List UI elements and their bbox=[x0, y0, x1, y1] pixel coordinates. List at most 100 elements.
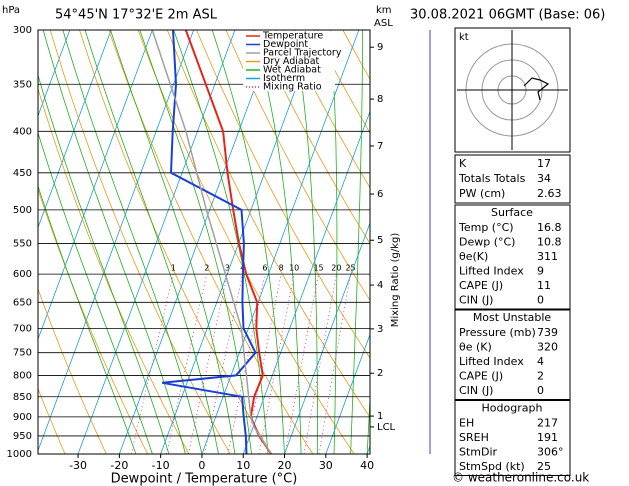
row-label: PW (cm) bbox=[459, 187, 505, 200]
row-label: CIN (J) bbox=[459, 384, 493, 397]
height-tick-label: 7 bbox=[377, 141, 383, 152]
height-tick-label: 3 bbox=[377, 324, 383, 335]
footer: © weatheronline.co.uk bbox=[452, 471, 589, 485]
row-label: θe (K) bbox=[459, 341, 492, 354]
height-tick-label: LCL bbox=[377, 422, 396, 433]
mixing-ratio-line bbox=[284, 274, 319, 454]
mixing-ratio-label: 1 bbox=[171, 264, 176, 273]
y-tick-label: 800 bbox=[13, 370, 32, 381]
y-tick-label: 350 bbox=[13, 79, 32, 90]
height-tick-label: 8 bbox=[377, 94, 383, 105]
row-label: StmDir bbox=[459, 446, 498, 459]
isotherm bbox=[325, 333, 370, 454]
row-label: SREH bbox=[459, 431, 489, 444]
hodograph-rings bbox=[457, 30, 568, 150]
dry-adiabat bbox=[606, 30, 629, 454]
y-tick-label: 500 bbox=[13, 205, 32, 216]
wet-adiabat bbox=[42, 30, 186, 454]
row-label: Totals Totals bbox=[458, 172, 526, 185]
x-tick-label: -10 bbox=[152, 459, 170, 472]
row-label: Pressure (mb) bbox=[459, 326, 536, 339]
x-tick-label: 20 bbox=[278, 459, 292, 472]
plot: 1 2 3 4 6 8 10 15 20 25 bbox=[38, 30, 629, 454]
legend-label: Dewpoint bbox=[263, 39, 308, 50]
wet-adiabat bbox=[366, 392, 370, 454]
x-tick-label: -20 bbox=[110, 459, 128, 472]
mixing-ratio-label: 10 bbox=[289, 264, 299, 273]
x-tick-label: 0 bbox=[198, 459, 205, 472]
x-tick-label: -30 bbox=[69, 459, 87, 472]
section-title: Hodograph bbox=[482, 402, 543, 415]
isotherm bbox=[38, 30, 195, 452]
y-tick-label: 550 bbox=[13, 238, 32, 249]
mixing-ratio-label: 2 bbox=[204, 264, 209, 273]
table-box bbox=[454, 154, 571, 204]
row-label: Dewp (°C) bbox=[459, 236, 515, 249]
dry-adiabat bbox=[254, 30, 370, 245]
hodograph-trace bbox=[523, 77, 550, 101]
row-value: 25 bbox=[537, 460, 551, 473]
dry-adiabat bbox=[38, 387, 66, 454]
y-tick-label: 950 bbox=[13, 431, 32, 442]
row-label: CIN (J) bbox=[459, 294, 493, 307]
row-label: Lifted Index bbox=[459, 355, 524, 368]
mixing-ratio-label: 6 bbox=[262, 264, 267, 273]
row-value: 2.63 bbox=[537, 187, 562, 200]
wet-adiabat bbox=[38, 73, 170, 454]
row-label: StmSpd (kt) bbox=[459, 460, 525, 473]
profile-line bbox=[162, 30, 257, 454]
height-tick-label: 5 bbox=[377, 235, 383, 246]
row-value: 10.8 bbox=[537, 236, 562, 249]
height-tick-label: 1 bbox=[377, 411, 383, 422]
mixing-ratio-label: 25 bbox=[345, 264, 355, 273]
row-value: 0 bbox=[537, 294, 544, 307]
row-label: Lifted Index bbox=[459, 265, 524, 278]
row-label: CAPE (J) bbox=[459, 370, 503, 383]
wet-adiabat bbox=[293, 30, 319, 454]
legend-label: Parcel Trajectory bbox=[263, 48, 342, 59]
isotherm bbox=[38, 30, 71, 117]
isotherm bbox=[118, 30, 277, 454]
mixing-ratio-label: 15 bbox=[313, 264, 323, 273]
height-tick-label: 6 bbox=[377, 189, 383, 200]
wet-adiabat bbox=[173, 30, 269, 454]
section-title: Surface bbox=[491, 206, 533, 219]
row-value: 4 bbox=[537, 355, 544, 368]
mixing-ratio-line bbox=[166, 274, 208, 454]
wet-adiabat bbox=[330, 30, 338, 454]
legend-label: Mixing Ratio bbox=[263, 82, 322, 93]
isotherm bbox=[284, 221, 370, 454]
row-value: 34 bbox=[537, 172, 551, 185]
km-label: km bbox=[376, 5, 392, 16]
row-label: CAPE (J) bbox=[459, 279, 503, 292]
y-tick-label: 450 bbox=[13, 168, 32, 179]
table-box bbox=[454, 309, 571, 400]
row-value: 17 bbox=[537, 157, 551, 170]
height-tick-label: 4 bbox=[377, 280, 383, 291]
y-tick-label: 900 bbox=[13, 412, 32, 423]
y-tick-label: 700 bbox=[13, 323, 32, 334]
y-tick-label: 600 bbox=[13, 269, 32, 280]
date: 30.08.2021 06GMT (Base: 06) bbox=[410, 8, 605, 23]
isotherm bbox=[77, 30, 236, 454]
row-label: EH bbox=[459, 417, 474, 430]
profile-line bbox=[151, 30, 272, 454]
row-value: 191 bbox=[537, 431, 558, 444]
dry-adiabat bbox=[225, 30, 370, 301]
table-box bbox=[454, 400, 571, 476]
plot-frame bbox=[37, 29, 371, 455]
y-tick-label: 650 bbox=[13, 297, 32, 308]
dry-adiabat bbox=[577, 30, 629, 454]
mixing-ratio-line bbox=[204, 274, 243, 454]
isotherm bbox=[38, 30, 153, 341]
row-label: Temp (°C) bbox=[458, 221, 514, 234]
y2-axis-label: Mixing Ratio (g/kg) bbox=[390, 233, 401, 328]
asl-label: ASL bbox=[374, 18, 393, 29]
row-value: 311 bbox=[537, 250, 558, 263]
mixing-ratio-line bbox=[318, 274, 351, 454]
y-unit: hPa bbox=[2, 5, 20, 16]
row-value: 9 bbox=[537, 265, 544, 278]
mixing-ratio-label: 8 bbox=[279, 264, 284, 273]
height-tick-label: 9 bbox=[377, 42, 383, 53]
